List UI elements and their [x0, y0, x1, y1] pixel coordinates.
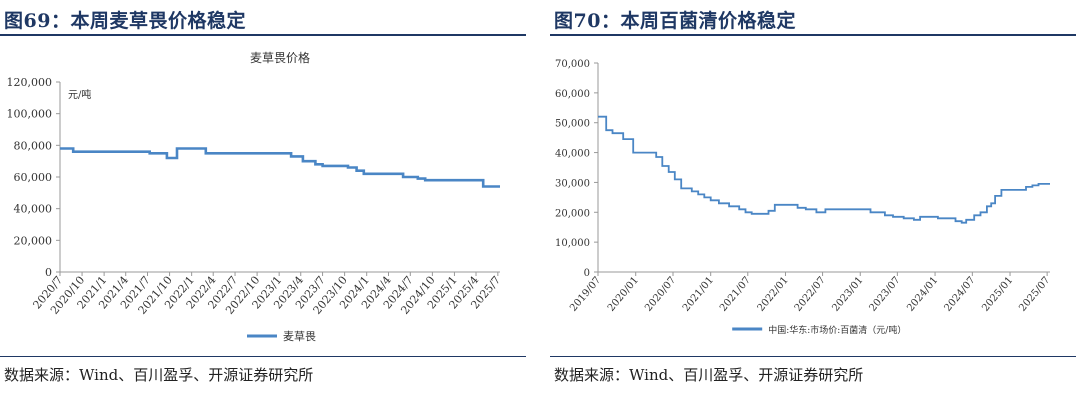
series-line	[598, 115, 1050, 224]
legend-label: 中国:华东:市场价:百菌清（元/吨）	[768, 324, 906, 336]
x-tick-label: 2021/01	[681, 275, 716, 314]
x-tick-label: 2020/07	[643, 275, 678, 314]
x-tick-label: 2024/07	[943, 275, 978, 314]
series-line	[60, 147, 500, 188]
y-tick-label: 60,000	[555, 89, 590, 100]
x-tick-label: 2024/01	[905, 275, 940, 314]
y-tick-label: 20,000	[14, 234, 53, 247]
x-tick-label: 2022/01	[756, 275, 791, 314]
y-tick-label: 40,000	[555, 149, 590, 160]
x-tick-label: 2020/01	[606, 275, 641, 314]
x-tick-label: 2022/07	[793, 275, 828, 314]
x-tick-label: 2023/07	[868, 275, 903, 314]
chart-panel-chlorothalonil: 图70：本周百菌清价格稳定 0 10,000 20,000 30,000 40,000 5…	[550, 0, 1080, 402]
y-tick-label: 0	[584, 268, 590, 279]
x-tick-label: 2025/07	[1017, 275, 1052, 314]
source-rule	[0, 356, 526, 357]
x-tick-label: 2019/07	[568, 275, 603, 314]
heading-rule	[550, 34, 1076, 36]
y-tick-label: 70,000	[555, 59, 590, 70]
y-tick-label: 10,000	[555, 238, 590, 249]
y-tick-label: 40,000	[14, 203, 53, 216]
source-note: 数据来源：Wind、百川盈孚、开源证券研究所	[554, 366, 864, 384]
unit-label: 元/吨	[68, 88, 91, 101]
y-tick-label: 50,000	[555, 119, 590, 130]
figure-heading: 图70：本周百菌清价格稳定	[554, 10, 796, 32]
figure-heading: 图69：本周麦草畏价格稳定	[4, 10, 246, 32]
chart-panel-dicamba: 图69：本周麦草畏价格稳定 麦草畏价格元/吨 0 20,000 40,000 60,00…	[0, 0, 530, 402]
y-tick-label: 0	[45, 266, 52, 279]
x-tick-label: 2021/07	[718, 275, 753, 314]
source-rule	[550, 356, 1076, 357]
y-tick-label: 30,000	[555, 178, 590, 189]
y-tick-label: 60,000	[14, 171, 53, 184]
chlorothalonil-price-chart: 0 10,000 20,000 30,000 40,000 50,000 60,000 70,…	[555, 59, 1052, 336]
y-tick-label: 20,000	[555, 208, 590, 219]
chart-title: 麦草畏价格	[250, 50, 310, 65]
y-tick-label: 100,000	[7, 108, 53, 121]
heading-rule	[0, 34, 526, 36]
legend-label: 麦草畏	[283, 330, 316, 343]
x-tick-label: 2025/01	[980, 275, 1015, 314]
source-note: 数据来源：Wind、百川盈孚、开源证券研究所	[4, 366, 314, 384]
y-tick-label: 120,000	[7, 76, 53, 89]
x-tick-label: 2023/01	[830, 275, 865, 314]
y-tick-label: 80,000	[14, 139, 53, 152]
